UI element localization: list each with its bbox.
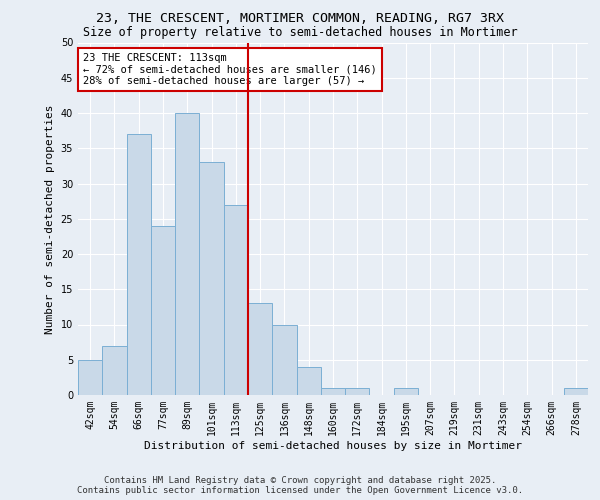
Text: 23, THE CRESCENT, MORTIMER COMMON, READING, RG7 3RX: 23, THE CRESCENT, MORTIMER COMMON, READI… bbox=[96, 12, 504, 26]
Text: Contains HM Land Registry data © Crown copyright and database right 2025.
Contai: Contains HM Land Registry data © Crown c… bbox=[77, 476, 523, 495]
Bar bbox=[224, 204, 248, 395]
Bar bbox=[248, 304, 272, 395]
Text: 23 THE CRESCENT: 113sqm
← 72% of semi-detached houses are smaller (146)
28% of s: 23 THE CRESCENT: 113sqm ← 72% of semi-de… bbox=[83, 53, 377, 86]
Bar bbox=[345, 388, 370, 395]
Y-axis label: Number of semi-detached properties: Number of semi-detached properties bbox=[45, 104, 55, 334]
Bar bbox=[78, 360, 102, 395]
X-axis label: Distribution of semi-detached houses by size in Mortimer: Distribution of semi-detached houses by … bbox=[144, 440, 522, 450]
Bar bbox=[272, 324, 296, 395]
Bar bbox=[564, 388, 588, 395]
Bar bbox=[175, 113, 199, 395]
Text: Size of property relative to semi-detached houses in Mortimer: Size of property relative to semi-detach… bbox=[83, 26, 517, 39]
Bar bbox=[151, 226, 175, 395]
Bar bbox=[296, 367, 321, 395]
Bar bbox=[321, 388, 345, 395]
Bar bbox=[102, 346, 127, 395]
Bar bbox=[199, 162, 224, 395]
Bar bbox=[394, 388, 418, 395]
Bar bbox=[127, 134, 151, 395]
